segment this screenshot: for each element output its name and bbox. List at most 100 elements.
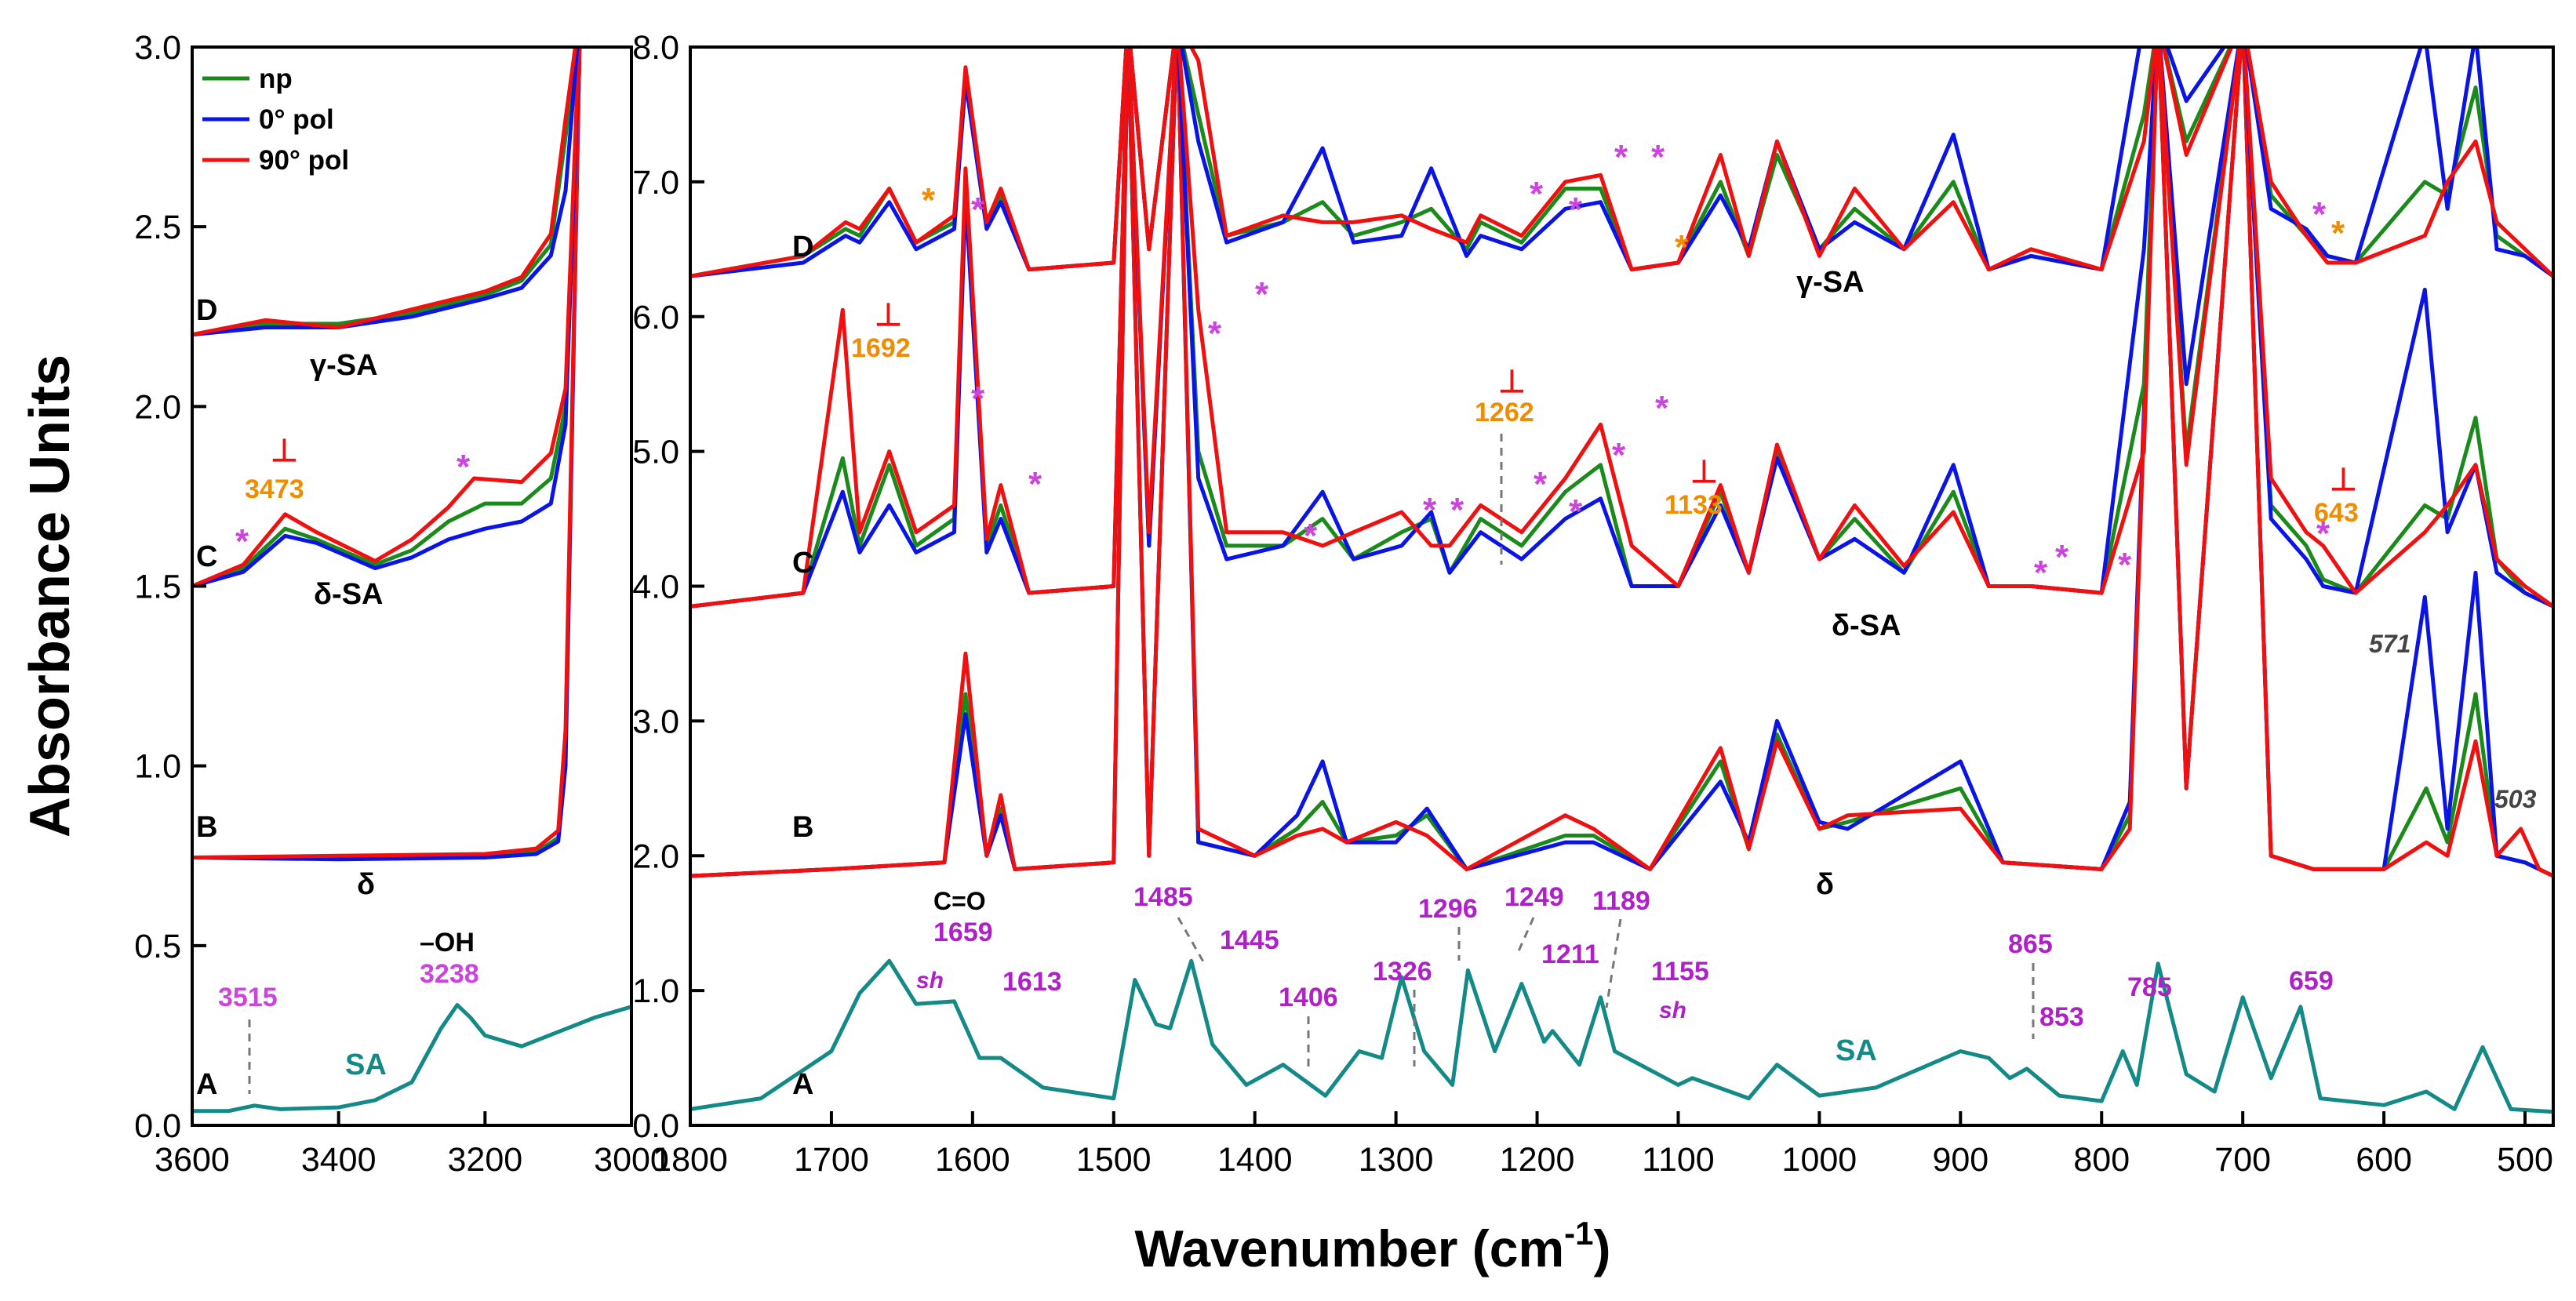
- asterisk-marker: *: [1255, 275, 1269, 314]
- right-panel: 1800 1700 1600 1500 1400 1300 1200 1100 1000 900 8…: [632, 29, 2555, 1179]
- peak-1249-label: 1249: [1504, 882, 1564, 912]
- asterisk-marker: *: [1530, 175, 1544, 213]
- left-trace-letter-a: A: [196, 1068, 217, 1101]
- right-sample-label-c: δ-SA: [1832, 609, 1901, 642]
- right-plot-area: [690, 47, 2553, 1114]
- series-c-0-pol: [690, 47, 2553, 609]
- sh-label-1: sh: [916, 968, 944, 994]
- peak-571-label: 571: [2369, 630, 2410, 658]
- left-trace-letter-c: C: [196, 540, 217, 573]
- peak-1211-label: 1211: [1541, 939, 1599, 969]
- right-trace-letter-a: A: [792, 1068, 813, 1101]
- series-sa: [690, 958, 2553, 1114]
- peak-3473-label: 3473: [245, 474, 304, 504]
- x-tick-label: 900: [1932, 1141, 1988, 1179]
- peak-1249-leader: [1516, 917, 1535, 954]
- oh-label: –OH: [420, 928, 475, 958]
- x-tick-label: 700: [2214, 1141, 2271, 1179]
- x-axis-title-sup: -1: [1564, 1215, 1593, 1252]
- y-tick-label: 4.0: [632, 569, 679, 606]
- peak-503-label: 503: [2494, 785, 2537, 813]
- series-c-90-pol: [690, 47, 2553, 609]
- left-sample-label-b: δ: [357, 868, 375, 901]
- peak-1406-label: 1406: [1279, 983, 1338, 1012]
- x-tick-label: 3200: [447, 1141, 522, 1179]
- asterisk-marker: *: [1651, 138, 1665, 176]
- y-tick-label: 5.0: [632, 434, 679, 471]
- y-tick-label: 1.0: [632, 972, 679, 1010]
- peak-659-label: 659: [2289, 966, 2334, 996]
- asterisk-marker: *: [1208, 314, 1222, 353]
- x-tick-label: 1300: [1359, 1141, 1434, 1179]
- x-tick-label: 1500: [1076, 1141, 1152, 1179]
- asterisk-marker: *: [1423, 491, 1437, 529]
- y-tick-label: 2.0: [632, 838, 679, 875]
- x-tick-label: 1200: [1500, 1141, 1575, 1179]
- x-tick-label: 1100: [1642, 1141, 1714, 1179]
- peak-1485-label: 1485: [1133, 882, 1193, 912]
- right-sample-label-d: γ-SA: [1796, 266, 1865, 299]
- legend: np 0° pol 90° pol: [202, 64, 349, 176]
- left-sample-label-c: δ-SA: [314, 578, 384, 611]
- peak-1189-label: 1189: [1592, 886, 1650, 916]
- asterisk-marker: *: [1655, 389, 1669, 427]
- series-sa: [192, 1003, 631, 1114]
- left-trace-letter-b: B: [196, 811, 217, 844]
- x-tick-label: 600: [2356, 1141, 2412, 1179]
- co-label: C=O: [933, 887, 986, 915]
- y-tick-label: 1.5: [134, 569, 181, 606]
- asterisk-marker: *: [922, 181, 936, 220]
- y-tick-label: 0.0: [632, 1107, 679, 1145]
- y-tick-label: 7.0: [632, 164, 679, 202]
- right-sample-label-b: δ: [1816, 868, 1834, 901]
- asterisk-marker: *: [1675, 228, 1689, 267]
- left-sample-label-d: γ-SA: [310, 349, 378, 382]
- asterisk-marker: *: [1614, 138, 1628, 176]
- y-axis-title: Absorbance Units: [19, 354, 82, 838]
- x-axis-title: Wavenumber (cm-1): [1134, 1215, 1610, 1277]
- sh-label-2: sh: [1659, 998, 1686, 1023]
- series-c-90-pol: [192, 47, 581, 588]
- left-plot-frame: [191, 45, 633, 1127]
- x-tick-label: 1700: [794, 1141, 869, 1179]
- y-tick-label: 8.0: [632, 29, 679, 67]
- left-star-1: *: [235, 522, 249, 561]
- asterisk-marker: *: [971, 191, 985, 229]
- asterisk-marker: *: [971, 380, 985, 418]
- peak-643-perp: ⊥: [2330, 463, 2357, 497]
- peak-1613-label: 1613: [1002, 967, 1062, 997]
- asterisk-marker: *: [2034, 554, 2048, 592]
- asterisk-marker: *: [2316, 514, 2330, 553]
- peak-1155-label: 1155: [1651, 957, 1709, 987]
- left-star-2: *: [457, 448, 471, 486]
- right-sample-label-a: SA: [1836, 1034, 1877, 1067]
- right-trace-letter-d: D: [792, 231, 813, 263]
- peak-1485-leader: [1177, 917, 1206, 964]
- x-tick-label: 1400: [1217, 1141, 1293, 1179]
- x-tick-label: 800: [2073, 1141, 2130, 1179]
- peak-3515-label: 3515: [218, 983, 278, 1012]
- asterisk-marker: *: [1534, 465, 1548, 503]
- left-plot-area: [192, 47, 631, 1114]
- peak-1133-perp: ⊥: [1690, 455, 1718, 489]
- peak-853-label: 853: [2039, 1002, 2084, 1032]
- asterisk-marker: *: [1612, 436, 1626, 474]
- right-series-layer: [690, 47, 2553, 1114]
- left-panel: 3600 3400 3200 3000 0.0 0.5 1.0 1.5 2.0 2.5 3.0 np…: [134, 29, 669, 1179]
- x-tick-label: 1600: [935, 1141, 1010, 1179]
- left-sample-label-a: SA: [345, 1048, 387, 1081]
- peak-1326-label: 1326: [1373, 957, 1432, 987]
- peak-1692-perp: ⊥: [875, 298, 902, 333]
- legend-pol90-label: 90° pol: [259, 145, 349, 176]
- left-series-layer: [192, 47, 631, 1114]
- peak-865-label: 865: [2008, 929, 2053, 959]
- left-axes: 3600 3400 3200 3000 0.0 0.5 1.0 1.5 2.0 2.5 3.0: [134, 29, 669, 1179]
- asterisk-marker: *: [2331, 214, 2345, 253]
- series-c-np: [690, 47, 2553, 609]
- asterisk-marker: *: [1028, 465, 1042, 503]
- asterisk-marker: *: [1450, 491, 1464, 529]
- peak-3473-perp: ⊥: [271, 434, 298, 468]
- y-tick-label: 3.0: [134, 29, 181, 67]
- right-trace-letter-c: C: [792, 547, 813, 580]
